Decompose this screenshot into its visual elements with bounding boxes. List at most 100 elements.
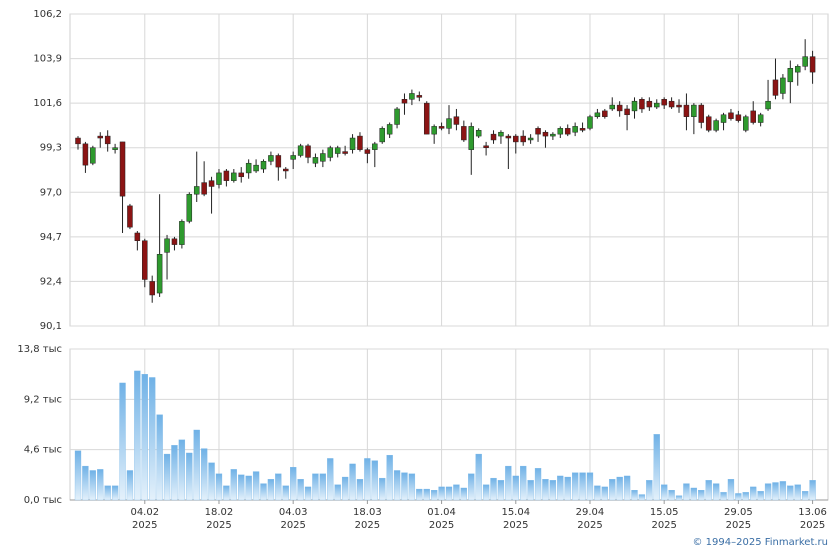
candle-body: [142, 240, 148, 280]
y-tick-label: 101,6: [33, 98, 62, 109]
volume-bar: [141, 374, 148, 501]
candle-body: [127, 205, 133, 228]
volume-bar: [527, 480, 534, 501]
x-tick-label: 04.03: [279, 507, 308, 518]
volume-bar: [497, 480, 505, 501]
candle-body: [616, 104, 623, 112]
volume-bar: [727, 479, 735, 501]
x-tick-label: 2025: [651, 520, 676, 531]
footer: © 1994–2025 Finmarket.ru: [692, 537, 828, 548]
candle-body: [208, 180, 215, 187]
candle-body: [743, 116, 749, 131]
candle-body: [757, 114, 764, 123]
candle-body: [119, 141, 126, 197]
volume-bar: [512, 475, 519, 501]
candle-body: [260, 161, 267, 170]
candle-body: [297, 145, 304, 156]
volume-bar: [416, 488, 423, 501]
y-tick-label: 92,4: [40, 276, 62, 287]
candle-body: [661, 99, 667, 106]
x-tick-label: 04.02: [130, 507, 159, 518]
candle-body: [364, 149, 371, 154]
volume-bar: [638, 494, 646, 501]
volume-bar: [208, 462, 215, 501]
volume-bar: [200, 448, 208, 501]
candle-body: [602, 110, 608, 117]
volume-bar: [171, 445, 178, 501]
y-tick-label: 106,2: [33, 9, 62, 20]
candle-body: [468, 126, 475, 150]
candle-body: [654, 102, 660, 108]
candle-body: [550, 133, 556, 137]
candle-body: [668, 100, 675, 108]
volume-bar: [490, 477, 497, 501]
candle-body: [342, 151, 348, 154]
candle-body: [82, 143, 89, 166]
candle-body: [794, 66, 801, 73]
candle-body: [698, 104, 705, 123]
volume-bar: [475, 453, 482, 501]
x-tick-label: 18.02: [205, 507, 234, 518]
x-tick-label: 15.04: [501, 507, 530, 518]
candle-body: [290, 155, 296, 160]
candle-body: [713, 120, 719, 131]
volume-bar: [423, 488, 430, 501]
volume-bar: [111, 485, 119, 501]
candle-body: [780, 77, 786, 94]
volume-bar: [282, 485, 289, 501]
volume-bar: [327, 458, 334, 501]
volume-bar: [698, 490, 705, 501]
candle-body: [505, 135, 512, 139]
candle-body: [557, 128, 564, 135]
candle-body: [639, 99, 645, 110]
volume-bar: [460, 487, 467, 501]
candle-body: [475, 130, 482, 137]
volume-bar: [594, 485, 601, 501]
volume-bar: [779, 481, 787, 501]
volume-bar: [319, 473, 327, 501]
candle-body: [75, 137, 81, 145]
volume-bar: [675, 495, 683, 501]
volume-bar: [712, 483, 720, 501]
volume-bar: [356, 479, 364, 501]
volume-bar: [631, 490, 638, 501]
candle-body: [223, 170, 230, 181]
candle-body: [283, 168, 289, 172]
x-tick-label: 2025: [280, 520, 305, 531]
volume-bar: [178, 439, 186, 501]
candle-body: [179, 221, 185, 245]
volume-bar: [661, 484, 668, 501]
x-tick-label: 13.06: [798, 507, 827, 518]
candle-body: [104, 135, 111, 145]
volume-bar: [223, 485, 230, 501]
volume-bar: [772, 482, 779, 501]
volume-bar: [386, 454, 393, 501]
volume-bar: [334, 484, 341, 501]
candle-body: [320, 153, 326, 162]
volume-bar: [787, 485, 794, 501]
candle-body: [483, 145, 489, 148]
volume-bar: [623, 475, 631, 501]
volume-bar: [230, 469, 237, 501]
volume-bar: [468, 473, 475, 501]
candle-body: [624, 108, 630, 116]
volume-bar: [408, 473, 416, 501]
volume-bar: [149, 377, 156, 501]
candle-body: [520, 135, 526, 143]
volume-bar: [735, 493, 742, 501]
volume-bar: [534, 468, 542, 501]
volume-bar: [297, 479, 304, 501]
volume-bar: [341, 476, 349, 501]
volume-bar: [97, 469, 104, 501]
volume-bar: [482, 484, 490, 501]
volume-bar: [616, 476, 623, 501]
volume-bar: [186, 452, 193, 501]
volume-bar: [371, 460, 378, 501]
candle-body: [535, 128, 541, 135]
candle-body: [646, 100, 653, 108]
candle-body: [498, 131, 504, 137]
candle-body: [631, 100, 638, 112]
candle-body: [809, 56, 816, 73]
candle-body: [112, 147, 118, 150]
